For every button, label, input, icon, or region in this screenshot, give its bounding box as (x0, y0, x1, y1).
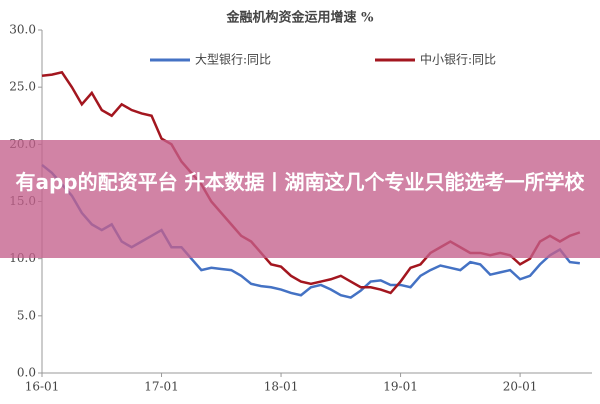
overlay-banner: 有app的配资平台 升本数据丨湖南这几个专业只能选考一所学校 (0, 140, 600, 258)
x-tick-label: 18-01 (264, 380, 299, 394)
legend-label: 大型银行:同比 (195, 53, 271, 67)
x-tick-label: 20-01 (503, 380, 538, 394)
x-tick-label: 17-01 (144, 380, 179, 394)
y-tick-label: 25.0 (9, 80, 36, 94)
x-tick-label: 19-01 (383, 380, 418, 394)
legend-label: 中小银行:同比 (420, 52, 496, 67)
y-tick-label: 5.0 (17, 308, 36, 322)
y-tick-label: 0.0 (17, 366, 36, 380)
y-tick-label: 30.0 (9, 23, 36, 37)
x-tick-label: 16-01 (25, 380, 60, 394)
chart-title: 金融机构资金运用增速 % (226, 10, 375, 26)
